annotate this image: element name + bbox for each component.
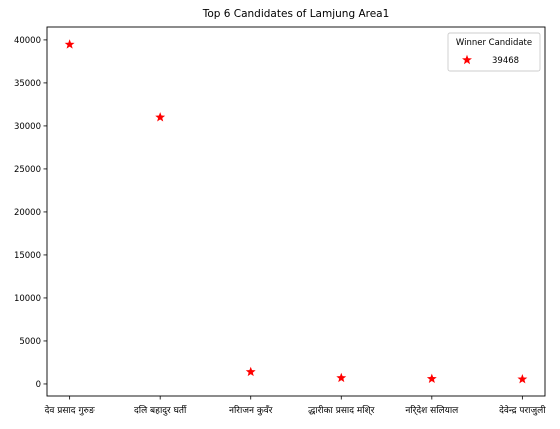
x-tick-label: देवेन्द्र पराजुली [499, 404, 546, 416]
chart-title: Top 6 Candidates of Lamjung Area1 [202, 8, 390, 20]
y-tick-label: 5000 [19, 337, 41, 347]
y-tick-label: 30000 [14, 122, 41, 132]
x-tick-label: दलि बहादुर घर्ती [134, 404, 187, 416]
y-axis: 0 5000 10000 15000 20000 25000 30000 35000 40000 [14, 36, 47, 390]
x-tick-label: देव प्रसाद गुरुङ [45, 404, 95, 416]
x-tick-label: द्धारीका प्रसाद मशि्र [308, 404, 375, 416]
y-tick-label: 35000 [14, 79, 41, 89]
legend-entry-label: 39468 [492, 56, 519, 66]
y-tick-label: 20000 [14, 208, 41, 218]
legend-title: Winner Candidate [456, 38, 532, 48]
x-axis: देव प्रसाद गुरुङ दलि बहादुर घर्ती नरिाजन क… [45, 396, 547, 416]
y-tick-label: 25000 [14, 165, 41, 175]
plot-background [47, 27, 545, 396]
y-tick-label: 40000 [14, 36, 41, 46]
legend: Winner Candidate 39468 [448, 33, 540, 71]
y-tick-label: 0 [36, 380, 41, 390]
x-tick-label: नरिाजन कुवँर [229, 404, 273, 416]
x-tick-label: नरि्देश सलियाल [405, 404, 459, 416]
y-tick-label: 10000 [14, 294, 41, 304]
y-tick-label: 15000 [14, 251, 41, 261]
